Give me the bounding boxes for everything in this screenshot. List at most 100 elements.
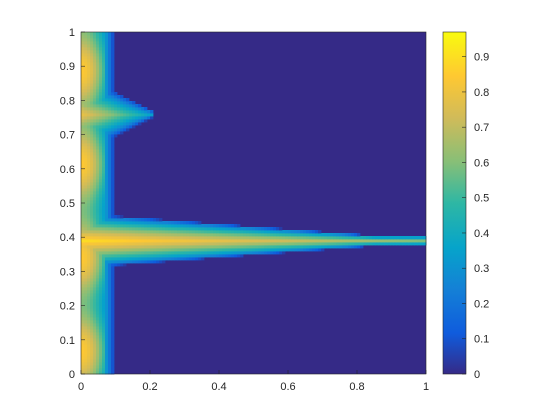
heatmap-cell [99, 80, 103, 84]
heatmap-cell [147, 230, 151, 234]
heatmap-cell [105, 281, 109, 285]
heatmap-cell [102, 68, 106, 72]
heatmap-cell [237, 224, 241, 228]
y-tick-label: 0 [69, 369, 75, 381]
heatmap-cell [96, 236, 100, 240]
heatmap-cell [90, 146, 94, 150]
heatmap-cell [96, 41, 100, 45]
heatmap-cell [102, 239, 106, 243]
heatmap-cell [99, 74, 103, 78]
heatmap-cell [102, 326, 106, 330]
heatmap-cell [87, 266, 91, 270]
heatmap-cell [81, 101, 85, 105]
heatmap-cell [111, 113, 115, 117]
heatmap-cell [417, 239, 421, 243]
heatmap-cell [279, 245, 283, 249]
heatmap-cell [126, 113, 130, 117]
heatmap-cell [87, 128, 91, 132]
heatmap-cell [228, 248, 232, 252]
heatmap-cell [87, 83, 91, 87]
heatmap-cell [342, 242, 346, 246]
heatmap-cell [132, 233, 136, 237]
heatmap-cell [108, 200, 112, 204]
heatmap-cell [150, 227, 154, 231]
heatmap-cell [90, 161, 94, 165]
heatmap-cell [306, 236, 310, 240]
heatmap-cell [243, 236, 247, 240]
heatmap-cell [93, 212, 97, 216]
heatmap-cell [186, 257, 190, 261]
heatmap-cell [123, 128, 127, 132]
heatmap-cell [105, 275, 109, 279]
colorbar-tick-label: 0.2 [474, 298, 489, 310]
heatmap-cell [90, 332, 94, 336]
heatmap-cell [282, 251, 286, 255]
heatmap-cell [117, 251, 121, 255]
heatmap-cell [108, 335, 112, 339]
heatmap-cell [150, 254, 154, 258]
heatmap-cell [159, 242, 163, 246]
heatmap-cell [84, 161, 88, 165]
heatmap-cell [105, 170, 109, 174]
heatmap-cell [105, 140, 109, 144]
heatmap-cell [219, 230, 223, 234]
heatmap-cell [90, 293, 94, 297]
heatmap-cell [105, 179, 109, 183]
heatmap-cell [108, 221, 112, 225]
heatmap-cell [111, 257, 115, 261]
heatmap-cell [81, 83, 85, 87]
heatmap-cell [102, 233, 106, 237]
heatmap-cell [327, 245, 331, 249]
heatmap-cell [147, 113, 151, 117]
heatmap-cell [90, 164, 94, 168]
heatmap-cell [87, 155, 91, 159]
heatmap-cell [120, 224, 124, 228]
heatmap-cell [105, 341, 109, 345]
heatmap-cell [96, 200, 100, 204]
heatmap-cell [186, 224, 190, 228]
heatmap-cell [87, 104, 91, 108]
heatmap-cell [102, 188, 106, 192]
heatmap-cell [339, 236, 343, 240]
heatmap-cell [231, 242, 235, 246]
heatmap-cell [123, 116, 127, 120]
heatmap-cell [102, 353, 106, 357]
heatmap-cell [213, 236, 217, 240]
heatmap-cell [123, 221, 127, 225]
y-tick-label: 0.1 [60, 335, 75, 347]
heatmap-cell [81, 347, 85, 351]
heatmap-cell [96, 242, 100, 246]
heatmap-cell [141, 110, 145, 114]
heatmap-cell [141, 224, 145, 228]
heatmap-cell [96, 62, 100, 66]
heatmap-cell [138, 257, 142, 261]
heatmap-cell [177, 251, 181, 255]
heatmap-cell [90, 200, 94, 204]
heatmap-cell [87, 224, 91, 228]
heatmap-cell [96, 323, 100, 327]
heatmap-cell [99, 311, 103, 315]
heatmap-cell [324, 239, 328, 243]
heatmap-cell [201, 224, 205, 228]
heatmap-cell [114, 98, 118, 102]
heatmap-cell [87, 170, 91, 174]
heatmap-cell [96, 281, 100, 285]
heatmap-cell [105, 89, 109, 93]
heatmap-cell [93, 257, 97, 261]
heatmap-cell [291, 230, 295, 234]
heatmap-cell [291, 248, 295, 252]
heatmap-cell [147, 245, 151, 249]
heatmap-cell [114, 263, 118, 267]
heatmap-cell [261, 227, 265, 231]
heatmap-cell [96, 176, 100, 180]
heatmap-cell [111, 62, 115, 66]
heatmap-cell [90, 116, 94, 120]
heatmap-cell [90, 71, 94, 75]
heatmap-cell [108, 308, 112, 312]
heatmap-cell [90, 224, 94, 228]
heatmap-cell [231, 224, 235, 228]
heatmap-cell [261, 230, 265, 234]
heatmap-cell [93, 161, 97, 165]
heatmap-cell [93, 110, 97, 114]
heatmap-cell [87, 113, 91, 117]
